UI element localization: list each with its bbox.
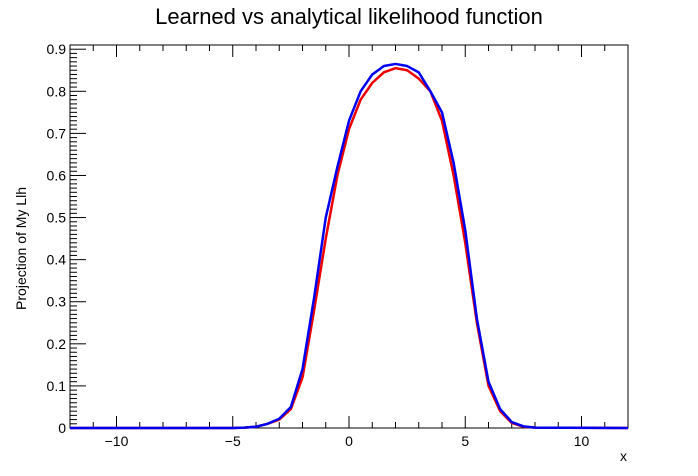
x-tick-label: 0: [345, 433, 353, 449]
x-tick-label: 10: [574, 433, 590, 449]
series-2-line: [70, 62, 629, 430]
y-tick-label: 0.4: [47, 252, 67, 268]
x-tick-label: −5: [225, 433, 241, 449]
y-tick-label: 0.6: [47, 167, 67, 183]
y-tick-label: 0.9: [47, 41, 67, 57]
chart-title: Learned vs analytical likelihood functio…: [155, 4, 543, 29]
y-axis-label: Projection of My Llh: [13, 187, 29, 310]
y-tick-label: 0.7: [47, 125, 67, 141]
x-tick-label: −10: [105, 433, 129, 449]
y-tick-label: 0.2: [47, 336, 67, 352]
y-tick-label: 0.8: [47, 83, 67, 99]
y-tick-label: 0: [58, 420, 66, 436]
y-tick-label: 0.1: [47, 378, 67, 394]
y-tick-label: 0.5: [47, 210, 67, 226]
y-tick-label: 0.3: [47, 294, 67, 310]
x-tick-label: 5: [461, 433, 469, 449]
x-axis-label: x: [620, 448, 627, 464]
